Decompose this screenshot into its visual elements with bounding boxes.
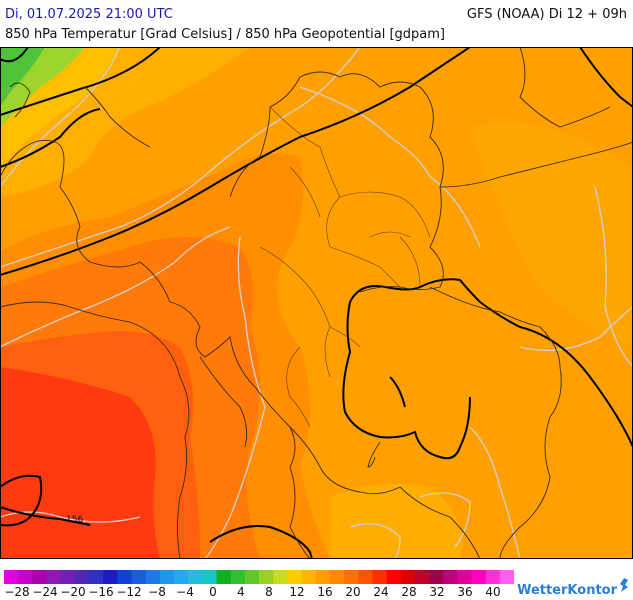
brand-logo-text: WetterKontor: [517, 583, 617, 598]
legend-swatch: [46, 570, 62, 584]
legend-swatch: [315, 570, 331, 584]
legend-tick-label: 8: [265, 585, 273, 599]
legend-swatch: [159, 570, 175, 584]
temp-field-south-warm: [330, 483, 462, 559]
legend-tick-label: 32: [429, 585, 445, 599]
legend-swatch: [188, 570, 203, 584]
legend-swatch: [287, 570, 302, 584]
legend-tick-label: 36: [457, 585, 473, 599]
legend-swatch: [429, 570, 444, 584]
legend-tick-label: 16: [317, 585, 333, 599]
legend-tick-label: −8: [148, 585, 166, 599]
legend-tick-label: 28: [401, 585, 417, 599]
legend-swatch: [202, 570, 217, 584]
isotherm-lines: [0, 47, 633, 559]
legend-swatch: [301, 570, 317, 584]
legend-tick-label: −24: [32, 585, 58, 599]
country-borders: [0, 47, 633, 559]
legend-tick-label: −12: [116, 585, 142, 599]
temp-field-east: [470, 122, 633, 347]
legend-swatch: [131, 570, 147, 584]
color-scale-legend: [4, 570, 514, 584]
legend-tick-label: −20: [60, 585, 86, 599]
legend-tick-label: −28: [4, 585, 30, 599]
legend-swatch: [372, 570, 387, 584]
contour-label-156: 156: [66, 515, 83, 525]
legend-tick-label: 4: [237, 585, 245, 599]
legend-swatch: [443, 570, 458, 584]
legend-tick-label: 24: [373, 585, 389, 599]
legend-swatch: [457, 570, 472, 584]
legend-swatch: [485, 570, 501, 584]
legend-swatch: [103, 570, 118, 584]
forecast-datetime: Di, 01.07.2025 21:00 UTC: [5, 7, 173, 22]
geopotential-contours: [0, 47, 633, 559]
legend-swatch: [89, 570, 104, 584]
legend-swatch: [4, 570, 19, 584]
legend-swatch: [74, 570, 90, 584]
legend-tick-label: 40: [485, 585, 501, 599]
brand-logo-icon: [620, 578, 628, 592]
temp-field-24: [0, 367, 160, 559]
legend-swatch: [117, 570, 132, 584]
model-run-label: GFS (NOAA) Di 12 + 09h: [466, 7, 627, 22]
legend-swatch: [174, 570, 189, 584]
legend-swatch: [400, 570, 416, 584]
parameter-label: 850 hPa Temperatur [Grad Celsius] / 850 …: [5, 27, 446, 42]
legend-swatch: [329, 570, 345, 584]
weather-map: 156: [0, 47, 633, 559]
legend-swatch: [60, 570, 76, 584]
legend-swatch: [145, 570, 161, 584]
legend-swatch: [499, 570, 514, 584]
legend-swatch: [273, 570, 288, 584]
legend-tick-label: −4: [176, 585, 194, 599]
legend-swatch: [471, 570, 487, 584]
legend-swatch: [414, 570, 430, 584]
legend-tick-label: 12: [289, 585, 305, 599]
legend-tick-label: 20: [345, 585, 361, 599]
legend-swatch: [230, 570, 246, 584]
legend-tick-label: −16: [88, 585, 114, 599]
legend-swatch: [259, 570, 274, 584]
legend-swatch: [244, 570, 260, 584]
temp-field-12b: [0, 47, 250, 197]
legend-swatch: [386, 570, 402, 584]
state-borders: [259, 106, 431, 428]
legend-tick-label: 0: [209, 585, 217, 599]
legend-swatch: [18, 570, 33, 584]
legend-swatch: [344, 570, 359, 584]
legend-swatch: [216, 570, 232, 584]
legend-swatch: [358, 570, 373, 584]
legend-swatch: [32, 570, 47, 584]
